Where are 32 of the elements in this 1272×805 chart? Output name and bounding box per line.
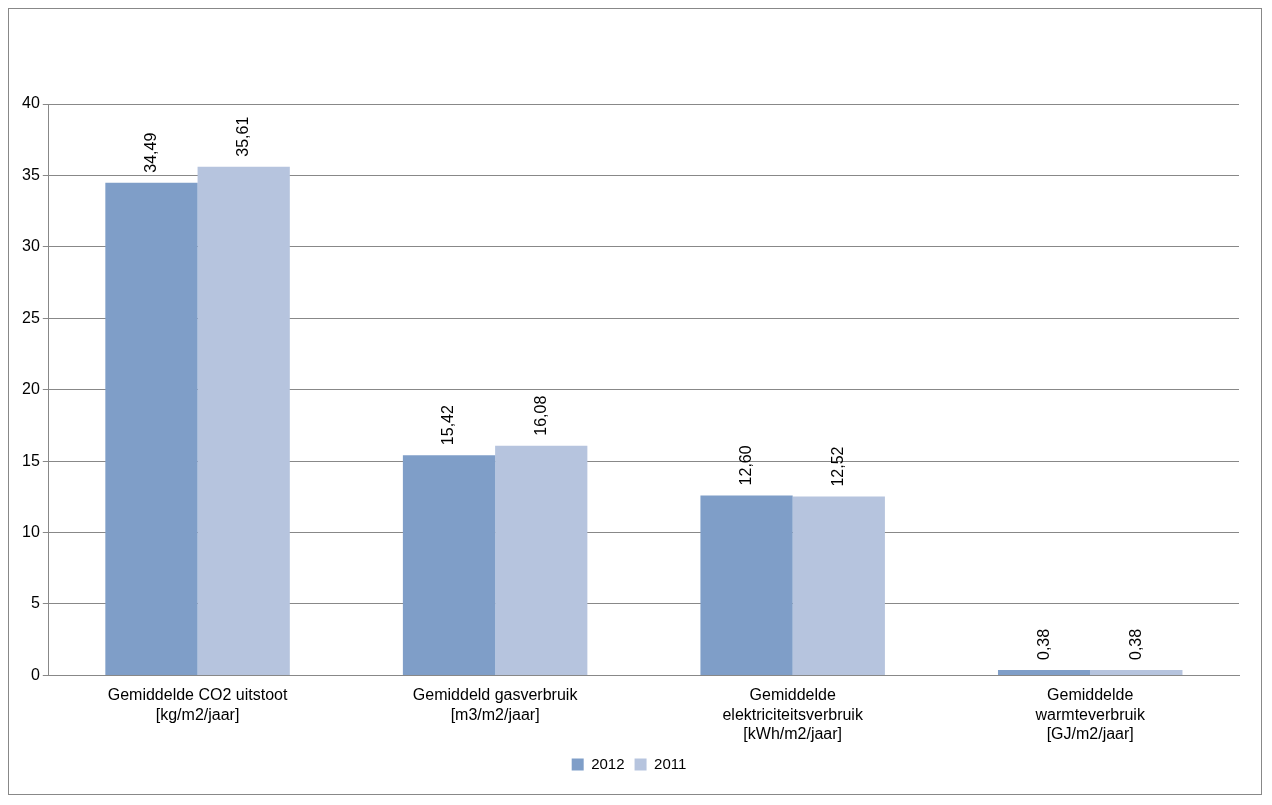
y-tick-label: 30 (22, 237, 40, 255)
bar (495, 445, 588, 675)
y-tick-label: 15 (22, 451, 40, 469)
data-label: 35,61 (234, 116, 252, 157)
data-label: 16,08 (531, 395, 549, 436)
bar (792, 496, 885, 675)
bar (197, 166, 290, 675)
y-tick-label: 10 (22, 522, 40, 540)
y-tick-label: 0 (30, 665, 40, 683)
y-tick-label: 5 (30, 594, 40, 612)
bar (1090, 669, 1183, 675)
y-tick-label: 20 (22, 380, 40, 398)
x-tick-label: Gemiddeld gasverbruik [m3/m2/jaar] (412, 686, 579, 723)
data-label: 0,38 (1034, 628, 1052, 660)
legend-label: 2012 (591, 754, 625, 772)
y-tick-label: 25 (22, 308, 40, 326)
data-label: 34,49 (141, 132, 159, 173)
bar (700, 495, 793, 675)
bar (402, 455, 496, 675)
y-tick-label: 35 (22, 165, 40, 183)
bar (105, 182, 198, 675)
x-tick-label: Gemiddelde elektriciteitsverbruik [kWh/m2/jaar] (722, 686, 864, 742)
data-label: 12,60 (736, 445, 754, 486)
y-tick-label: 40 (22, 94, 40, 112)
data-label: 0,38 (1126, 628, 1144, 660)
chart-frame: 2012 2011 Gemiddelde CO2 uitstoot [kg/m2/jaar] Gemiddeld gasverbruik [m3/m2/jaar] Gemiddelde elektriciteitsverbruik [kWh/m2/jaar] Gemiddelde warmteverbruik [GJ/m2/jaar] 0 5 10 15 20 25 30 35 40 34,49 15,42 12,60 0,38 35,61 16,08 12,52 0,38 (8, 8, 1262, 795)
x-tick-label: Gemiddelde CO2 uitstoot [kg/m2/jaar] (107, 686, 288, 723)
x-tick-label: Gemiddelde warmteverbruik [GJ/m2/jaar] (1034, 686, 1146, 742)
data-label: 15,42 (439, 404, 457, 446)
bar (997, 669, 1091, 675)
data-label: 12,52 (829, 446, 847, 487)
legend-label: 2011 (654, 754, 687, 772)
